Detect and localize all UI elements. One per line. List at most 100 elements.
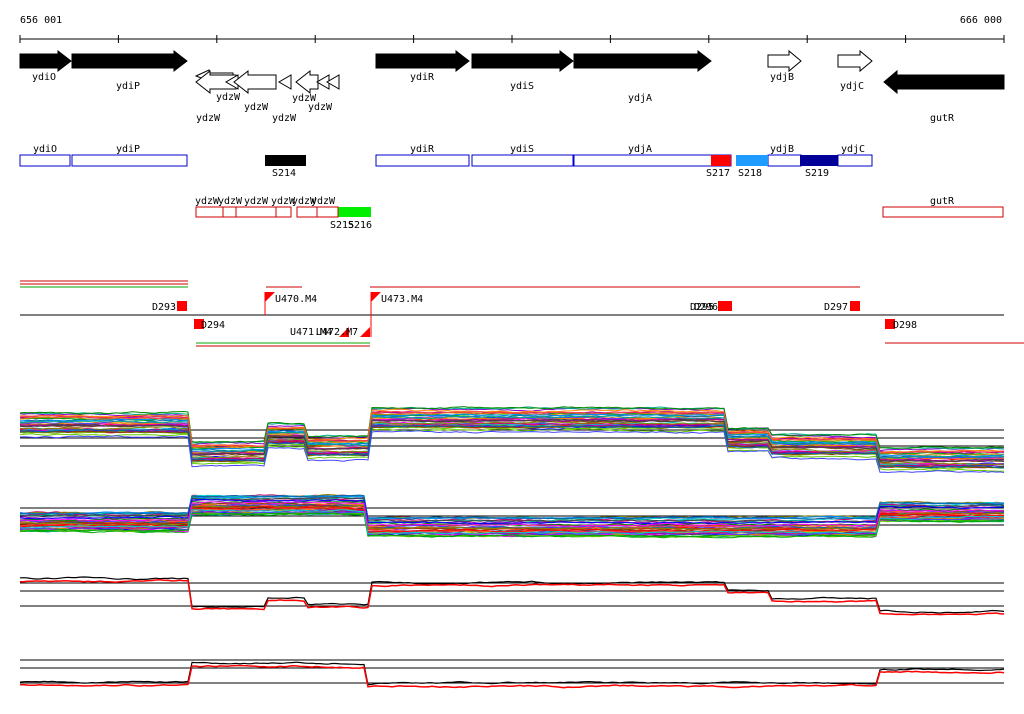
marker-label-U473: U473.M4	[381, 294, 423, 305]
expression-trace	[19, 419, 1004, 463]
box-label-ydzW-3: ydzW	[244, 196, 269, 207]
marker-D298[interactable]	[885, 319, 895, 329]
gene-ydjC[interactable]: ydjC	[837, 49, 873, 92]
marker-U470-M4[interactable]	[265, 292, 275, 302]
gene-ydiS[interactable]: ydiS	[471, 49, 574, 92]
expression-trace	[19, 504, 1005, 531]
gene-ydjA[interactable]: ydjA	[573, 49, 712, 104]
gene-gutR[interactable]: gutR	[883, 69, 1005, 124]
segment-label-S215: S215	[330, 220, 354, 231]
segment-label-S219: S219	[805, 168, 829, 179]
box-label-ydiS: ydiS	[510, 144, 534, 155]
box-ydiO[interactable]	[19, 154, 71, 167]
expression-trace	[19, 413, 1005, 458]
gene-ydzW-4[interactable]: ydzW	[272, 74, 297, 124]
gene-label-ydzW-4: ydzW	[272, 113, 297, 124]
box-ydjB[interactable]	[767, 154, 802, 167]
box-ydzW-1[interactable]	[195, 206, 224, 218]
gene-label-ydjA: ydjA	[628, 93, 652, 104]
expression-trace	[19, 410, 1005, 454]
box-label-ydiP: ydiP	[116, 144, 140, 155]
segment-S216[interactable]	[338, 207, 371, 217]
ruler-end-label: 666 000	[960, 15, 1002, 26]
box-gutR[interactable]	[882, 206, 1004, 218]
marker-D293[interactable]	[177, 301, 187, 311]
expression-trace	[19, 506, 1005, 533]
expression-trace	[19, 408, 1005, 453]
gene-label-ydzW-5: ydzW	[292, 93, 317, 104]
marker-D294[interactable]	[194, 319, 204, 329]
gene-label-ydiO: ydiO	[32, 72, 56, 83]
box-label-ydjB: ydjB	[770, 144, 794, 155]
marker-D297[interactable]	[850, 301, 860, 311]
expression-trace	[19, 427, 1005, 472]
gene-label-ydzW-6: ydzW	[308, 102, 333, 113]
box-label-ydzW-5: ydzW	[292, 196, 317, 207]
gene-ydiR[interactable]: ydiR	[375, 49, 470, 83]
transcript-track: D293 D294 D295 D296 D297 D298 U470.M4 U4…	[20, 280, 1024, 347]
gene-ydzW-5[interactable]: ydzW	[292, 69, 319, 104]
segment-S217[interactable]	[711, 155, 731, 166]
marker-label-U470: U470.M4	[275, 294, 317, 305]
expression-panel-minus	[19, 493, 1005, 539]
gene-label-ydiR: ydiR	[410, 72, 435, 83]
box-ydjA[interactable]	[573, 154, 732, 167]
marker-D295[interactable]	[718, 301, 732, 311]
expression-trace	[19, 661, 1005, 686]
box-label-ydzW-2: ydzW	[218, 196, 243, 207]
marker-label-U472: U472.M7	[316, 327, 358, 338]
gene-label-ydiS: ydiS	[510, 81, 534, 92]
segment-label-S214: S214	[272, 168, 296, 179]
box-ydjC[interactable]	[837, 154, 873, 167]
marker-U472-M7[interactable]	[360, 327, 370, 337]
marker-label-U471: U471.M4	[290, 327, 332, 338]
gene-label-ydzW-1: ydzW	[196, 113, 221, 124]
segment-label-S218: S218	[738, 168, 762, 179]
segment-label-S216: S216	[348, 220, 372, 231]
gene-ydzW-6[interactable]: ydzW	[308, 74, 340, 113]
marker-U473-M4[interactable]	[371, 292, 381, 302]
box-ydzW-5[interactable]	[296, 206, 318, 218]
gene-ydiO[interactable]: ydiO	[19, 49, 72, 83]
box-ydiR[interactable]	[375, 154, 470, 167]
segment-S214[interactable]	[265, 155, 306, 166]
gene-ydjB[interactable]: ydjB	[767, 49, 802, 83]
gene-ydzW-3[interactable]: ydzW	[233, 69, 277, 113]
box-ydiP[interactable]	[71, 154, 188, 167]
segment-S218[interactable]	[736, 155, 768, 166]
box-label-ydiO: ydiO	[33, 144, 57, 155]
gene-label-gutR: gutR	[930, 113, 955, 124]
box-ydiS[interactable]	[471, 154, 574, 167]
box-ydzW-3[interactable]	[235, 206, 277, 218]
segment-label-S217: S217	[706, 168, 730, 179]
gene-label-ydjC: ydjC	[840, 81, 864, 92]
expression-trace	[19, 501, 1005, 527]
gene-arrows-track: ydiO ydiP ydzW ydzW ydzW ydzW ydzW	[19, 49, 1005, 124]
box-ydzW-2[interactable]	[222, 206, 237, 218]
expression-panel-plus	[19, 406, 1005, 474]
expression-trace	[19, 430, 1005, 474]
ruler-ticks	[19, 35, 1005, 43]
box-label-ydjA: ydjA	[628, 144, 652, 155]
expression-trace	[20, 509, 1005, 535]
gene-ydzW-1[interactable]: ydzW	[194, 69, 237, 124]
expression-trace	[19, 579, 1005, 616]
marker-label-D294: D294	[201, 320, 225, 331]
marker-U471-M4[interactable]	[339, 327, 349, 337]
marker-label-D293: D293	[152, 302, 176, 313]
expression-trace	[19, 422, 1005, 467]
expression-trace	[19, 420, 1005, 466]
minus-strand-boxes: ydzW ydzW ydzW ydzW ydzW ydzW gutR	[195, 196, 1004, 218]
expression-trace	[19, 415, 1005, 459]
box-ydzW-4[interactable]	[275, 206, 292, 218]
segments-track: S214 S217 S218 S219 S215 S216	[265, 155, 838, 231]
gene-label-ydjB: ydjB	[770, 72, 794, 83]
box-label-ydzW-1: ydzW	[195, 196, 220, 207]
box-ydzW-6[interactable]	[316, 206, 339, 218]
expression-trace	[19, 425, 1005, 469]
segment-S219[interactable]	[800, 155, 838, 166]
expression-trace	[19, 415, 1005, 459]
expression-trace	[19, 494, 1005, 520]
gene-ydiP[interactable]: ydiP	[71, 49, 188, 92]
box-label-gutR: gutR	[930, 196, 955, 207]
